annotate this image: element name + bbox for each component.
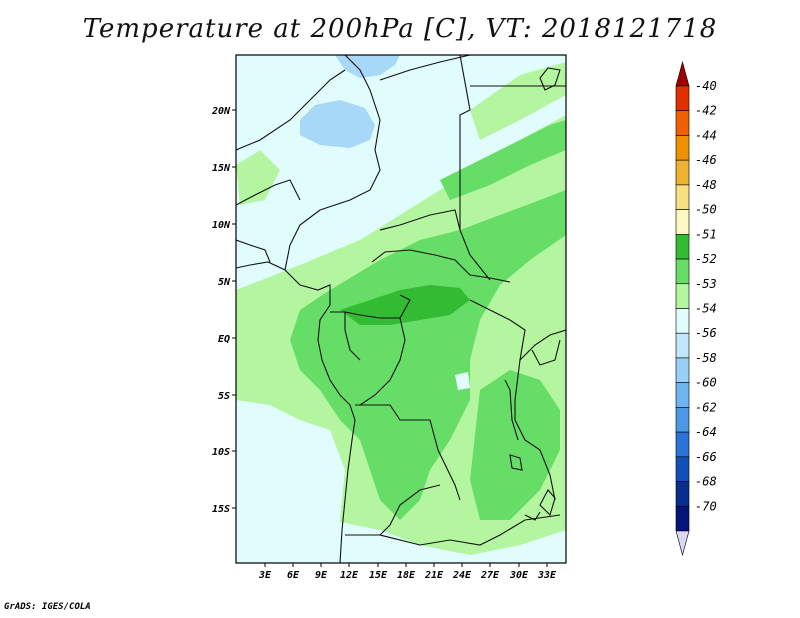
lon-label: 30E (509, 570, 529, 581)
colorbar-label: -51 (695, 227, 717, 241)
grads-credit: GrADS: IGES/COLA (4, 602, 91, 612)
map-title: Temperature at 200hPa [C], VT: 201812171… (82, 14, 718, 44)
lat-label: 10S (212, 447, 230, 458)
colorbar-label: -60 (695, 376, 717, 390)
lon-axis (264, 563, 548, 567)
colorbar: -40 -42 -44 -46 -48 -50 -51 -52 -53 -54 -56 -58 -60 -… (675, 60, 717, 557)
lat-label: 5N (218, 277, 231, 288)
lat-label: EQ (218, 334, 230, 345)
colorbar-bottom-arrow (675, 530, 690, 557)
colorbar-label: -70 (695, 499, 717, 513)
lat-label: 5S (218, 391, 230, 402)
map-panel: 20N 15N 10N 5N EQ 5S 10S 15S 3E 6E 9E (211, 54, 567, 581)
colorbar-swatch (675, 382, 690, 408)
lon-label: 12E (340, 570, 359, 581)
lon-label: 9E (315, 570, 328, 581)
colorbar-label: -53 (695, 277, 717, 291)
colorbar-swatch (675, 85, 690, 112)
colorbar-label: -58 (695, 351, 717, 365)
lat-label: 10N (212, 220, 231, 231)
shade-cold-coast (236, 400, 345, 563)
colorbar-swatch (675, 135, 690, 161)
colorbar-label: -42 (695, 104, 717, 118)
shade-52-region (290, 190, 566, 520)
colorbar-label: -56 (695, 326, 717, 340)
lat-label: 15N (212, 163, 231, 174)
lon-label: 27E (480, 570, 500, 581)
lat-axis (232, 109, 236, 509)
lon-label: 18E (397, 570, 416, 581)
shade-51-region (340, 285, 470, 325)
colorbar-swatch (675, 258, 690, 285)
lon-label: 3E (258, 570, 272, 581)
colorbar-swatch (675, 332, 690, 359)
colorbar-label: -52 (695, 252, 717, 266)
colorbar-label: -46 (695, 153, 717, 167)
colorbar-label: -64 (695, 425, 717, 439)
shade-cold-south (330, 520, 566, 563)
shade-cold-spot (455, 372, 470, 390)
colorbar-swatch (675, 184, 690, 210)
colorbar-swatch (675, 283, 690, 309)
colorbar-swatch (675, 431, 690, 458)
lon-label: 33E (537, 570, 557, 581)
colorbar-swatch (675, 308, 690, 334)
borders (236, 55, 566, 563)
colorbar-label: -62 (695, 400, 717, 414)
colorbar-swatch (675, 505, 690, 532)
colorbar-label: -50 (695, 203, 717, 217)
lon-label: 15E (369, 570, 388, 581)
shade-53-west-patch (236, 150, 280, 205)
colorbar-label: -40 (695, 79, 717, 93)
colorbar-swatch (675, 209, 690, 235)
colorbar-swatch (675, 407, 690, 433)
lat-label: 15S (212, 504, 230, 515)
colorbar-swatch (675, 110, 690, 136)
lat-label: 20N (211, 106, 231, 117)
lon-label: 6E (287, 570, 300, 581)
colorbar-top-arrow (675, 60, 690, 87)
map-frame (235, 54, 567, 564)
shade-52-east (470, 370, 560, 520)
colorbar-swatch (675, 357, 690, 383)
colorbar-swatch (675, 159, 690, 186)
colorbar-label: -54 (695, 302, 717, 316)
colorbar-label: -66 (695, 450, 717, 464)
colorbar-swatch (675, 481, 690, 507)
colorbar-label: -48 (695, 178, 717, 192)
lon-label: 21E (424, 570, 444, 581)
colorbar-swatch (675, 234, 690, 260)
shade-52-north (440, 120, 566, 200)
lon-label: 24E (452, 570, 472, 581)
shade-very-cold-lake (300, 100, 375, 148)
colorbar-label: -44 (695, 128, 717, 142)
colorbar-swatch (675, 456, 690, 482)
colorbar-label: -68 (695, 475, 717, 489)
